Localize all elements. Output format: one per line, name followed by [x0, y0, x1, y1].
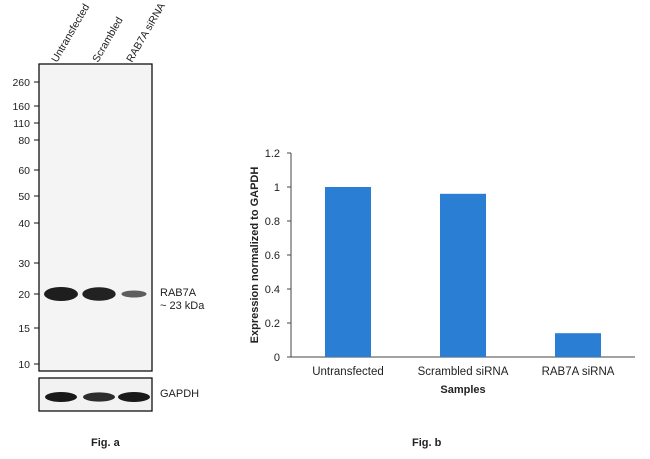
y-tick-label: 0.2	[265, 318, 280, 330]
ladder-label: 110	[13, 118, 30, 130]
western-blot-panel: Untransfected Scrambled RAB7A siRNA 260 1…	[12, 1, 205, 449]
molecular-weight-ladder: 260 160 110 80 60 50 40 30 20 15 10	[12, 77, 39, 371]
x-tick-label: Scrambled siRNA	[418, 366, 509, 378]
ladder-label: 10	[18, 359, 30, 371]
ladder-label: 30	[18, 258, 30, 270]
x-tick-labels: Untransfected Scrambled siRNA RAB7A siRNA	[312, 366, 615, 378]
gapdh-band	[118, 392, 150, 402]
y-tick-label: 0	[274, 352, 280, 364]
bar-chart-panel: 0 0.2 0.4 0.6 0.8 1 1.2 Untransfected Scrambled…	[249, 148, 635, 449]
band-label-rab7a: RAB7A	[160, 287, 197, 299]
bar	[555, 333, 601, 357]
x-tick-label: Untransfected	[312, 366, 384, 378]
figure-b-caption: Fig. b	[412, 437, 442, 449]
lane-label-rab7a-sirna: RAB7A siRNA	[124, 1, 168, 65]
ladder-label: 40	[18, 218, 30, 230]
y-axis-title: Expression normalized to GAPDH	[249, 167, 261, 344]
gapdh-band	[45, 392, 77, 402]
bar	[440, 193, 486, 357]
ladder-label: 15	[18, 323, 30, 335]
ladder-label: 260	[12, 77, 30, 89]
loading-control-label: GAPDH	[160, 388, 199, 400]
gapdh-band	[83, 392, 115, 402]
rab7a-band	[44, 287, 78, 301]
rab7a-bands	[44, 287, 147, 301]
band-label-size: ~ 23 kDa	[160, 300, 205, 312]
ladder-label: 60	[18, 165, 30, 177]
y-tick-label: 1	[274, 182, 280, 194]
x-axis-title: Samples	[440, 384, 485, 396]
rab7a-band	[121, 290, 147, 298]
ladder-label: 50	[18, 191, 30, 203]
figure-a-caption: Fig. a	[91, 437, 121, 449]
bar-series	[325, 187, 601, 357]
x-tick-label: RAB7A siRNA	[542, 366, 615, 378]
y-tick-label: 0.8	[265, 216, 280, 228]
blot-frame	[38, 63, 153, 372]
rab7a-band	[82, 287, 116, 301]
lane-label-scrambled: Scrambled	[90, 15, 126, 65]
ladder-label: 20	[18, 289, 30, 301]
y-tick-label: 1.2	[265, 148, 280, 160]
gapdh-bands	[45, 392, 150, 402]
ladder-label: 160	[12, 101, 30, 113]
lane-label-untransfected: Untransfected	[49, 2, 92, 65]
ladder-label: 80	[18, 135, 30, 147]
y-tick-label: 0.6	[265, 250, 280, 262]
bar	[325, 187, 371, 357]
y-tick-label: 0.4	[265, 284, 280, 296]
y-axis: 0 0.2 0.4 0.6 0.8 1 1.2	[265, 148, 292, 364]
